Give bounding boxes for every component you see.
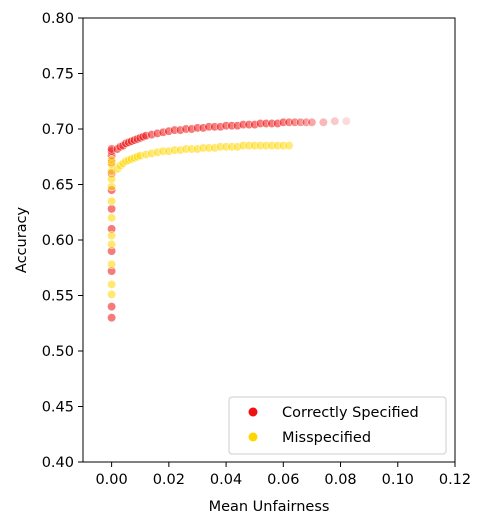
data-point-misspecified <box>107 289 117 299</box>
legend-marker-misspecified <box>248 432 258 442</box>
legend-label-correctly-specified: Correctly Specified <box>282 405 419 421</box>
data-point-correctly-specified <box>107 204 117 214</box>
y-tick-label: 0.55 <box>42 289 74 305</box>
legend-label-misspecified: Misspecified <box>282 430 371 446</box>
data-point-misspecified <box>107 213 117 223</box>
y-tick-label: 0.50 <box>42 344 74 360</box>
data-point-correctly-specified <box>107 313 117 323</box>
data-point-misspecified <box>107 279 117 289</box>
legend-marker-correctly-specified <box>248 407 258 417</box>
data-point-correctly-specified <box>341 116 351 126</box>
data-point-misspecified <box>107 182 117 192</box>
x-tick-label: 0.12 <box>439 472 471 488</box>
ticks-layer: 0.00 0.02 0.04 0.06 0.08 0.10 0.12 0.40 0.45 0.50… <box>42 11 471 488</box>
y-tick-label: 0.45 <box>42 400 74 416</box>
data-point-correctly-specified <box>307 117 317 127</box>
series-correctly-specified <box>107 116 351 323</box>
x-tick-label: 0.06 <box>267 472 299 488</box>
y-tick-label: 0.80 <box>42 11 74 27</box>
data-point-misspecified <box>107 259 117 269</box>
legend-box <box>228 396 447 455</box>
y-tick-label: 0.60 <box>42 233 74 249</box>
x-tick-label: 0.10 <box>382 472 414 488</box>
data-point-misspecified <box>107 231 117 241</box>
x-tick-label: 0.08 <box>324 472 356 488</box>
data-point-misspecified <box>107 239 117 249</box>
y-tick-label: 0.70 <box>42 122 74 138</box>
data-point-correctly-specified <box>107 302 117 312</box>
data-point-correctly-specified <box>330 116 340 126</box>
data-point-misspecified <box>107 196 117 206</box>
legend: Correctly Specified Misspecified <box>228 396 447 455</box>
x-tick-label: 0.04 <box>210 472 242 488</box>
series-misspecified <box>107 141 294 299</box>
x-tick-label: 0.00 <box>95 472 127 488</box>
y-axis-title: Accuracy <box>14 206 30 273</box>
data-point-correctly-specified <box>318 117 328 127</box>
y-tick-label: 0.65 <box>42 178 74 194</box>
y-tick-label: 0.40 <box>42 455 74 471</box>
data-point-misspecified <box>107 155 117 165</box>
data-point-misspecified <box>107 174 117 184</box>
x-axis-title: Mean Unfairness <box>209 499 330 515</box>
y-tick-label: 0.75 <box>42 67 74 83</box>
points-layer <box>107 116 351 323</box>
data-point-misspecified <box>284 141 294 151</box>
x-tick-label: 0.02 <box>153 472 185 488</box>
